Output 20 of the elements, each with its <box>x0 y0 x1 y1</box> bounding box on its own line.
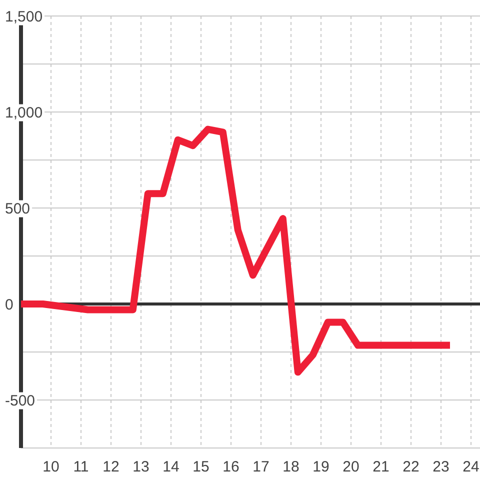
x-tick-label: 19 <box>312 458 330 476</box>
x-tick-label: 14 <box>162 458 180 476</box>
x-tick-label: 11 <box>73 458 89 476</box>
x-tick-label: 12 <box>102 458 120 476</box>
x-tick-label: 13 <box>132 458 150 476</box>
x-tick-label: 15 <box>192 458 210 476</box>
x-tick-label: 16 <box>222 458 240 476</box>
x-tick-label: 23 <box>432 458 450 476</box>
x-tick-label: 24 <box>462 458 480 476</box>
x-tick-label: 21 <box>372 458 390 476</box>
y-tick-label: 1,000 <box>5 104 43 122</box>
x-tick-label: 17 <box>252 458 270 476</box>
y-tick-label: 1,500 <box>5 8 43 26</box>
y-tick-label: -500 <box>5 392 36 410</box>
x-tick-label: 22 <box>402 458 420 476</box>
x-tick-label: 20 <box>342 458 360 476</box>
x-tick-label: 10 <box>42 458 60 476</box>
y-tick-label: 0 <box>5 296 14 314</box>
x-tick-label: 18 <box>282 458 300 476</box>
y-tick-label: 500 <box>5 200 30 218</box>
